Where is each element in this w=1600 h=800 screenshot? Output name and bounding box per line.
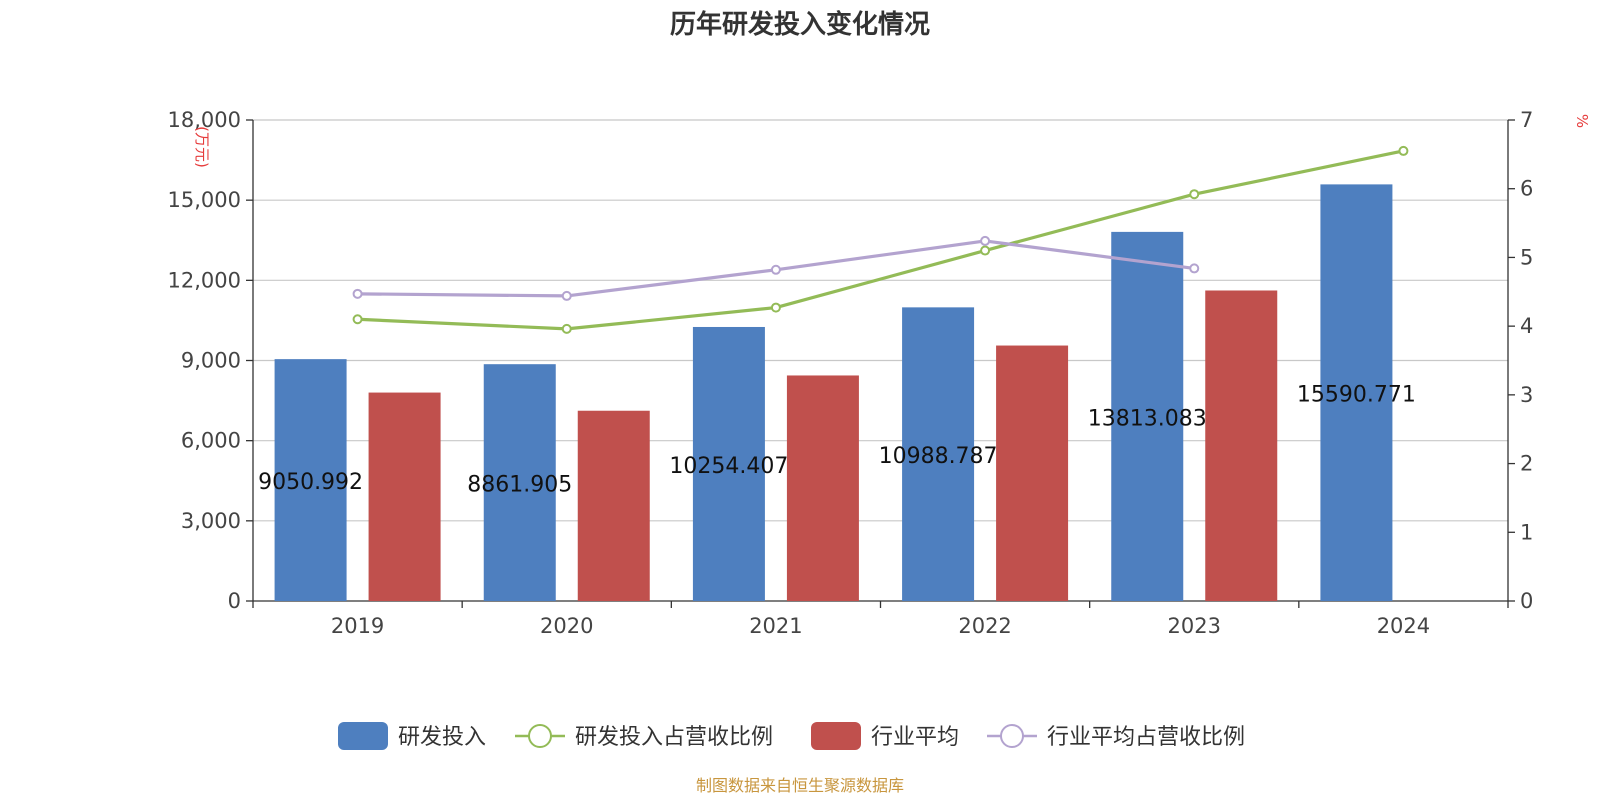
line-point (561, 323, 572, 334)
x-tick-label: 2024 (1377, 614, 1430, 638)
y-right-tick-label: 0 (1520, 589, 1533, 613)
y-left-tick-label: 6,000 (181, 429, 241, 453)
bar-rd-investment (1111, 231, 1184, 601)
line-point (770, 302, 781, 313)
legend-swatch (811, 722, 861, 750)
y-right-tick-label: 1 (1520, 520, 1533, 544)
legend-marker (1000, 724, 1024, 748)
bar-industry-average (786, 375, 859, 601)
left-axis-unit: (万元) (193, 126, 211, 168)
bar-data-label: 10988.787 (879, 444, 998, 469)
bar-data-label: 13813.083 (1088, 406, 1207, 431)
line-point (352, 288, 363, 299)
line-point (1189, 189, 1200, 200)
legend-swatch (338, 722, 388, 750)
x-tick-label: 2022 (958, 614, 1011, 638)
legend-item: 研发投入占营收比例 (515, 724, 773, 750)
line-point (1398, 145, 1409, 156)
x-tick-label: 2019 (331, 614, 384, 638)
data-labels: 9050.992 8861.905 10254.407 10988.787 13813.… (258, 383, 1416, 498)
legend-item: 研发投入 (338, 722, 486, 750)
y-right-tick-label: 6 (1520, 177, 1533, 201)
bar-data-label: 15590.771 (1297, 383, 1416, 408)
bar-industry-average (1205, 290, 1278, 601)
y-left-tick-label: 9,000 (181, 349, 241, 373)
legend-label: 行业平均占营收比例 (1047, 725, 1245, 750)
y-right-tick-label: 4 (1520, 314, 1533, 338)
bar-rd-investment (902, 307, 975, 601)
bar-rd-investment (483, 364, 556, 601)
x-tick-label: 2021 (749, 614, 802, 638)
legend-marker (528, 724, 552, 748)
bar-series (274, 184, 1393, 602)
bar-rd-investment (692, 326, 765, 601)
y-left-tick-label: 0 (228, 589, 241, 613)
grid-lines (253, 119, 1508, 522)
line-point (561, 290, 572, 301)
bar-data-label: 8861.905 (467, 473, 572, 498)
legend-label: 研发投入 (398, 725, 486, 750)
line-point (1189, 263, 1200, 274)
y-right-tick-label: 5 (1520, 245, 1533, 269)
x-tick-label: 2023 (1168, 614, 1221, 638)
bar-rd-investment (274, 359, 347, 601)
bar-rd-investment (1320, 184, 1393, 602)
y-left-tick-label: 3,000 (181, 509, 241, 533)
y-right-tick-label: 2 (1520, 452, 1533, 476)
legend-label: 行业平均 (871, 725, 959, 750)
line-point (770, 264, 781, 275)
bar-industry-average (368, 392, 441, 601)
source-note: 制图数据来自恒生聚源数据库 (696, 776, 904, 795)
bar-industry-average (996, 345, 1069, 601)
y-right-tick-label: 3 (1520, 383, 1533, 407)
axes: 0 3,000 6,000 9,000 12,000 15,000 18,000 0 1 2 3 4 5… (168, 108, 1534, 638)
line-series (352, 145, 1409, 334)
y-left-tick-label: 18,000 (168, 108, 241, 132)
bar-industry-average (577, 410, 650, 601)
line-rd-ratio (357, 149, 1404, 331)
line-point (980, 235, 991, 246)
x-tick-label: 2020 (540, 614, 593, 638)
chart-title: 历年研发投入变化情况 (670, 9, 930, 40)
y-left-tick-label: 15,000 (168, 188, 241, 212)
legend-item: 行业平均占营收比例 (987, 724, 1245, 750)
legend-item: 行业平均 (811, 722, 959, 750)
line-point (352, 314, 363, 325)
bar-data-label: 9050.992 (258, 470, 363, 495)
right-axis-unit: % (1573, 114, 1591, 128)
legend: 研发投入 研发投入占营收比例 行业平均 行业平均占营收比例 (338, 722, 1245, 750)
line-point (980, 245, 991, 256)
y-right-tick-label: 7 (1520, 108, 1533, 132)
y-left-tick-label: 12,000 (168, 268, 241, 292)
bar-data-label: 10254.407 (669, 454, 788, 479)
legend-label: 研发投入占营收比例 (575, 725, 773, 750)
